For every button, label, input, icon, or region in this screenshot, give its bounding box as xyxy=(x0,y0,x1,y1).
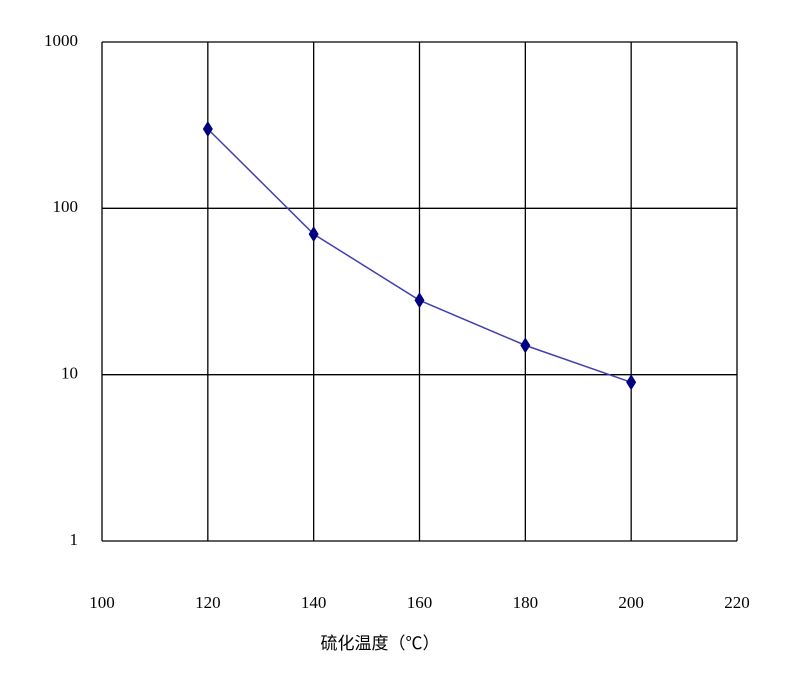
y-tick-label: 1 xyxy=(70,530,79,549)
data-point xyxy=(520,337,531,354)
x-tick-label: 160 xyxy=(407,593,433,612)
data-point xyxy=(626,374,637,391)
data-point xyxy=(414,292,425,309)
y-tick-label: 10 xyxy=(61,364,78,383)
y-tick-label: 1000 xyxy=(44,31,78,50)
x-tick-label: 200 xyxy=(618,593,644,612)
x-axis-label: 硫化温度（℃） xyxy=(321,634,440,653)
x-tick-label: 120 xyxy=(195,593,221,612)
x-tick-label: 220 xyxy=(724,593,750,612)
y-tick-label: 100 xyxy=(53,197,79,216)
x-tick-label: 100 xyxy=(89,593,115,612)
x-tick-label: 140 xyxy=(301,593,327,612)
x-tick-label: 180 xyxy=(513,593,539,612)
data-point xyxy=(202,120,213,137)
data-point xyxy=(308,226,319,243)
